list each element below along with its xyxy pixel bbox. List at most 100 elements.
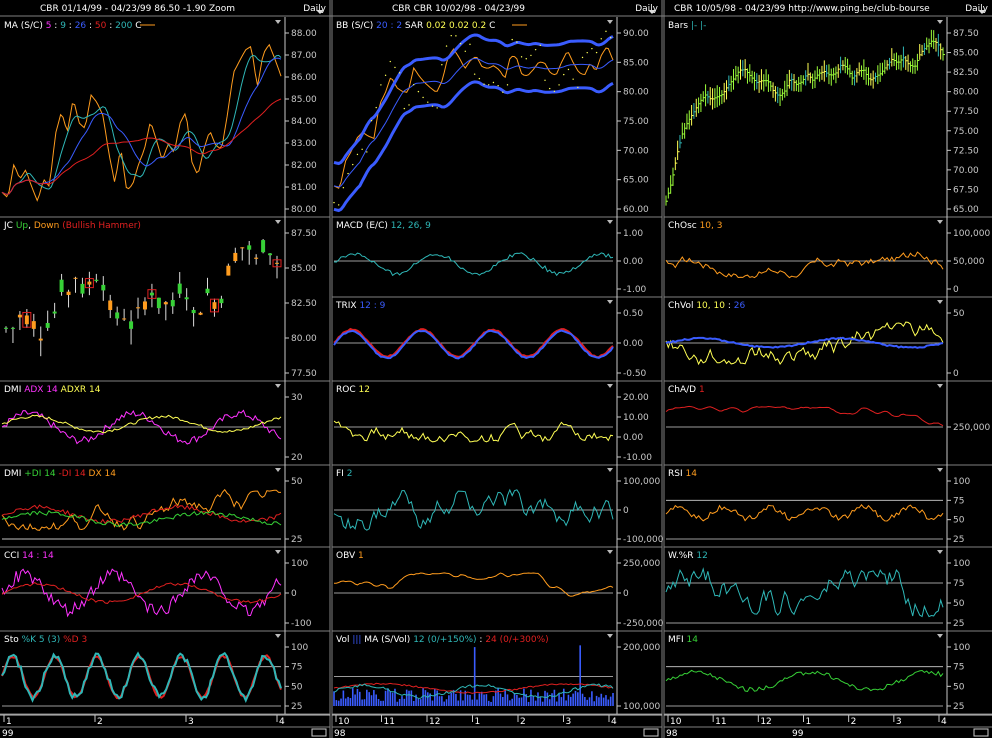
volume-bar xyxy=(344,698,347,706)
panel-cci[interactable]: CCI 14 : 14 100 0 -100 xyxy=(1,550,312,629)
indicator-line xyxy=(665,504,944,522)
panel-roc[interactable]: ROC 12 20.00 10.00 0.00 -10.00 xyxy=(333,384,652,463)
panel-menu-arrow-icon[interactable] xyxy=(607,220,613,224)
panel-chad[interactable]: ChA/D 1 250,000 xyxy=(665,384,990,433)
panel-menu-arrow-icon[interactable] xyxy=(607,468,613,472)
indicator-line xyxy=(665,251,944,279)
sar-dot xyxy=(595,51,598,54)
panel-bars[interactable]: Bars |- |- 87.50 85.00 82.50 80.00 77.50 75.00… xyxy=(665,20,979,215)
sar-dot xyxy=(389,60,391,63)
panel-menu-arrow-icon[interactable] xyxy=(275,20,281,24)
panel-wr[interactable]: W.%R 12 100 75 50 25 xyxy=(665,550,970,629)
sar-dot xyxy=(609,36,612,39)
volume-bar xyxy=(469,694,471,706)
y-tick-label: 60.00 xyxy=(623,205,649,215)
volume-bar xyxy=(527,701,530,706)
panel-dmi2-label: DMI +DI 14 -DI 14 DX 14 xyxy=(4,469,116,479)
panel-obv[interactable]: OBV 1 250,000 0 -250,000 xyxy=(334,550,664,629)
volume-bar xyxy=(565,700,567,706)
dropdown-arrow-icon[interactable] xyxy=(316,10,324,14)
y-tick-label: 67.50 xyxy=(953,185,979,195)
volume-bar xyxy=(546,692,549,706)
panel-obv-label: OBV 1 xyxy=(336,551,364,561)
indicator-line xyxy=(333,252,614,277)
panel-jc[interactable]: JC Up, Down (Bullish Hammer) 87.50 85.00 82… xyxy=(3,220,317,379)
dropdown-arrow-icon[interactable] xyxy=(648,10,656,14)
candle-body xyxy=(268,253,273,256)
sar-dot xyxy=(558,84,560,86)
x-year-label: 98 xyxy=(666,729,678,738)
panel-menu-arrow-icon[interactable] xyxy=(937,634,943,638)
candle-body xyxy=(31,321,36,329)
panel-menu-arrow-icon[interactable] xyxy=(937,384,943,388)
sar-dot xyxy=(544,79,546,81)
indicator-line xyxy=(665,567,944,618)
panel-fi[interactable]: FI 2 100,000 0 -100,000 xyxy=(333,468,664,545)
indicator-line xyxy=(333,682,613,694)
volume-bar xyxy=(422,688,424,706)
y-tick-label: 82.50 xyxy=(291,299,317,309)
panel-menu-arrow-icon[interactable] xyxy=(275,384,281,388)
panel-ma[interactable]: MA (S/C) 5 : 9 : 26 : 50 : 200 C 88.00 87… xyxy=(1,20,317,215)
y-tick-label: 65.00 xyxy=(953,205,979,215)
y-tick-label: 85.00 xyxy=(291,264,317,274)
volume-bar xyxy=(450,692,453,706)
panel-dmi1[interactable]: DMI ADX 14 ADXR 14 30 20 xyxy=(1,384,303,463)
candle-body xyxy=(198,312,203,315)
panel-menu-arrow-icon[interactable] xyxy=(937,300,943,304)
panel-sto[interactable]: Sto %K 5 (3) %D 3 100 75 50 25 xyxy=(1,634,308,712)
panel-menu-arrow-icon[interactable] xyxy=(937,220,943,224)
zoom-control-icon[interactable] xyxy=(973,728,989,737)
volume-bar xyxy=(478,693,481,706)
panel-menu-arrow-icon[interactable] xyxy=(275,220,281,224)
indicator-line xyxy=(1,414,282,434)
sar-dot xyxy=(577,86,579,89)
volume-bar xyxy=(553,689,556,706)
dropdown-arrow-icon[interactable] xyxy=(978,10,986,14)
candle-body xyxy=(205,288,210,294)
panel-menu-arrow-icon[interactable] xyxy=(275,550,281,554)
panel-mfi[interactable]: MFI 14 100 75 50 25 xyxy=(665,634,970,712)
panel-menu-arrow-icon[interactable] xyxy=(607,634,613,638)
sar-dot xyxy=(464,50,466,52)
volume-bar xyxy=(347,696,349,706)
candle-body xyxy=(94,279,99,282)
panel-menu-arrow-icon[interactable] xyxy=(607,300,613,304)
y-tick-label: 0.50 xyxy=(623,309,643,319)
bollinger-mid xyxy=(333,57,614,188)
panel-chvol[interactable]: ChVol 10, 10 : 26 50 0 xyxy=(665,300,965,379)
panel-menu-arrow-icon[interactable] xyxy=(937,550,943,554)
volume-bar xyxy=(506,694,509,706)
panel-vol[interactable]: Vol ||| MA (S/Vol) 12 (0/+150%) : 24 (0/… xyxy=(333,634,660,712)
candle-body xyxy=(191,309,196,314)
sar-dot xyxy=(567,68,570,71)
panel-trix[interactable]: TRIX 12 : 9 0.50 0.00 -0.50 xyxy=(333,300,647,379)
panel-macd[interactable]: MACD (E/C) 12, 26, 9 1.00 0.00 -1.00 xyxy=(333,220,647,295)
panel-chosc[interactable]: ChOsc 10, 3 100,000 50,000 0 xyxy=(665,220,990,295)
zoom-control-icon[interactable] xyxy=(643,728,659,737)
volume-bar xyxy=(391,692,394,706)
panel-chosc-label: ChOsc 10, 3 xyxy=(668,221,722,231)
panel-menu-arrow-icon[interactable] xyxy=(607,20,613,24)
indicator-line xyxy=(665,669,944,692)
indicator-line xyxy=(1,568,282,618)
y-tick-label: 75 xyxy=(953,663,964,673)
indicator-line xyxy=(333,420,614,443)
panel-dmi2[interactable]: DMI +DI 14 -DI 14 DX 14 50 25 xyxy=(1,468,303,545)
panel-menu-arrow-icon[interactable] xyxy=(937,468,943,472)
sar-dot xyxy=(431,105,434,107)
panel-bb[interactable]: BB (S/C) 20 : 2 SAR 0.02 0.02 0.2 C 90.0… xyxy=(333,20,649,215)
y-tick-label: 100 xyxy=(953,477,970,487)
volume-bar xyxy=(485,694,488,706)
panel-menu-arrow-icon[interactable] xyxy=(937,20,943,24)
panel-menu-arrow-icon[interactable] xyxy=(275,634,281,638)
panel-dmi1-label: DMI ADX 14 ADXR 14 xyxy=(4,385,101,395)
panel-menu-arrow-icon[interactable] xyxy=(607,384,613,388)
volume-bar xyxy=(366,689,368,706)
volume-bar xyxy=(389,691,392,706)
panel-rsi[interactable]: RSI 14 100 75 50 25 xyxy=(665,468,970,545)
volume-bar xyxy=(516,694,518,706)
panel-menu-arrow-icon[interactable] xyxy=(607,550,613,554)
panel-menu-arrow-icon[interactable] xyxy=(275,468,281,472)
zoom-control-icon[interactable] xyxy=(311,728,327,737)
